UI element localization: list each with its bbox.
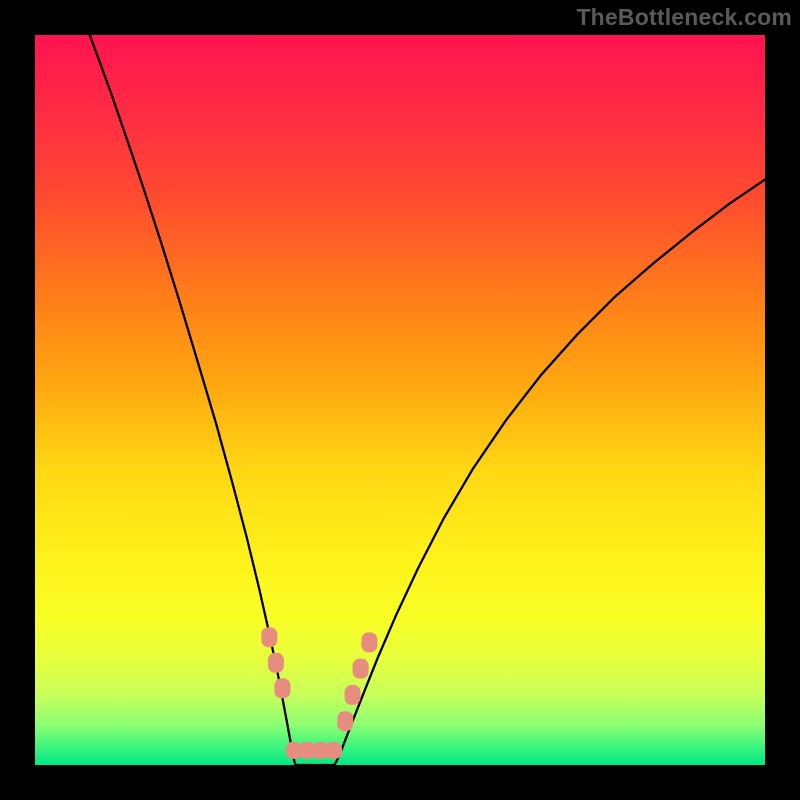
- gradient-background: [35, 35, 765, 765]
- marker-right_cluster: [361, 632, 377, 652]
- marker-left_cluster: [268, 653, 284, 673]
- marker-floor_cluster: [325, 742, 342, 759]
- marker-right_cluster: [337, 711, 353, 731]
- marker-right_cluster: [353, 659, 369, 679]
- marker-right_cluster: [345, 685, 361, 705]
- chart-plot-area: [35, 35, 765, 765]
- v-curve-chart: [35, 35, 765, 765]
- marker-left_cluster: [274, 678, 290, 698]
- outer-frame: TheBottleneck.com: [0, 0, 800, 800]
- marker-left_cluster: [261, 627, 277, 647]
- watermark-text: TheBottleneck.com: [576, 4, 792, 31]
